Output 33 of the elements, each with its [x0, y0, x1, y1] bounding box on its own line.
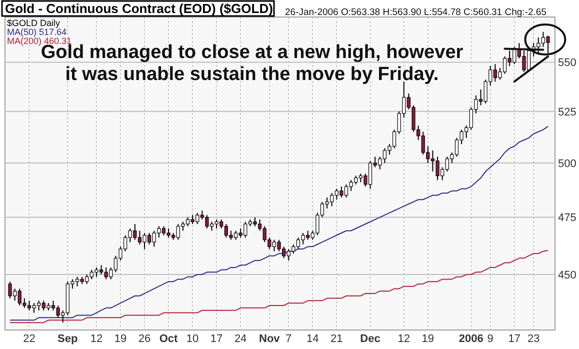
x-tick-label: 19: [114, 333, 127, 345]
x-tick-label: Dec: [360, 333, 380, 345]
y-tick-label: 450: [558, 269, 576, 282]
x-tick-label: 2006: [458, 333, 484, 345]
y-tick-label: 550: [558, 57, 576, 70]
text: $GOLD Daily: [7, 18, 61, 28]
annotation: 26-Jan-2006 O:563.38 H:563.90 L:554.78 C:560.31 Chg:-2.65: [285, 7, 546, 18]
x-tick-label: 14: [306, 333, 319, 345]
x-tick-label: 12: [90, 333, 103, 345]
text: MA(50) 517.64: [7, 27, 67, 37]
x-tick-label: 17: [210, 333, 223, 345]
y-tick-label: 475: [558, 212, 576, 224]
x-tick-label: 17: [508, 333, 520, 345]
annotation: it was unable sustain the move by Friday.: [65, 64, 439, 85]
x-tick-label: Nov: [259, 333, 281, 345]
x-tick-label: 12: [398, 333, 410, 345]
x-tick-label: 10: [186, 333, 199, 345]
x-tick-label: 26: [138, 333, 151, 345]
x-tick-label: Oct: [159, 333, 178, 345]
x-tick-label: 19: [422, 333, 434, 345]
y-tick-label: 525: [558, 106, 576, 118]
line-series: [10, 250, 548, 324]
x-tick-label: 9: [487, 333, 494, 345]
x-tick-label: 22: [23, 333, 36, 345]
x-tick-label: 21: [330, 333, 343, 345]
x-tick-label: 7: [286, 333, 292, 345]
x-tick-label: Sep: [58, 333, 78, 345]
chart-title: Gold - Continuous Contract (EOD) ($GOLD): [5, 1, 273, 16]
x-tick-label: 23: [527, 333, 540, 345]
line-series: [10, 126, 548, 321]
y-tick-label: 500: [558, 158, 576, 170]
text: MA(200) 460.31: [7, 36, 72, 46]
x-tick-label: 24: [234, 333, 247, 345]
